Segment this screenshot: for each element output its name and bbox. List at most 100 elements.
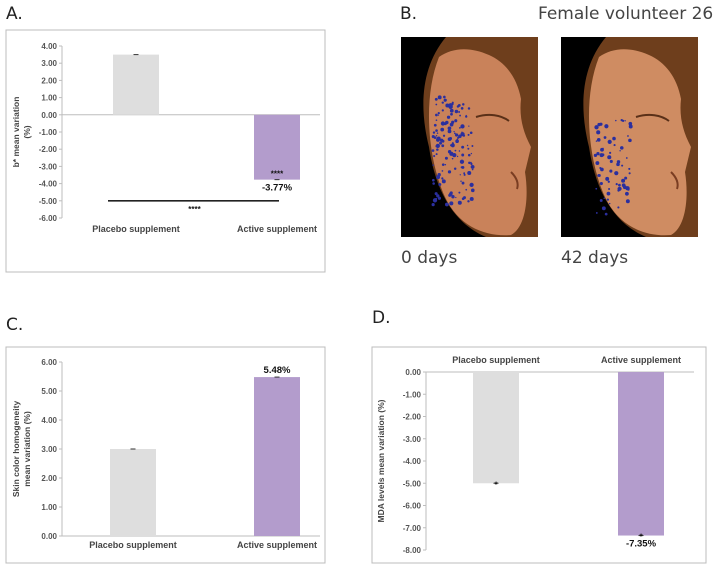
y-tick-label: 3.00 [41, 59, 57, 68]
pigment-spot [619, 150, 621, 152]
pigment-spot [593, 153, 598, 157]
pigment-spot [628, 121, 633, 126]
pigment-spot [470, 162, 473, 166]
pigment-spot [596, 130, 601, 135]
y-tick-label: -4.00 [39, 180, 58, 189]
pigment-spot [460, 124, 465, 129]
pigment-spot [618, 183, 621, 187]
pigment-spots [593, 118, 633, 216]
y-tick-label: -2.00 [403, 413, 422, 422]
pigment-spot [449, 151, 454, 156]
pigment-spot [444, 164, 447, 166]
pigment-spot [460, 107, 464, 110]
category-label: Active supplement [237, 540, 317, 550]
bar-active [254, 377, 300, 536]
pigment-spot [627, 135, 629, 137]
eye-line [475, 113, 510, 122]
pigment-spot [432, 164, 434, 166]
pigment-spot [456, 138, 459, 141]
pigment-spot [436, 148, 439, 151]
pigment-spot [440, 121, 446, 126]
pigment-spot [454, 149, 457, 152]
category-label: Placebo supplement [452, 355, 540, 365]
pigment-spot [436, 175, 441, 180]
pigment-spot [470, 188, 475, 193]
pigment-spot [440, 128, 444, 132]
value-label: -3.77% [262, 183, 293, 194]
pigment-spot [432, 182, 435, 185]
lip-line [510, 171, 519, 190]
pigment-spot [441, 139, 443, 141]
pigment-spot [458, 134, 462, 139]
bar-active [618, 372, 664, 536]
lip-line [670, 171, 679, 190]
y-tick-label: 2.00 [41, 76, 57, 85]
y-tick-label: 0.00 [41, 532, 57, 541]
pigment-spot [596, 138, 601, 142]
y-axis-title: b* mean variation [11, 97, 21, 168]
pigment-spot [458, 150, 461, 152]
pigment-spot [608, 202, 611, 205]
pigment-spot [450, 191, 453, 193]
pigment-spot [624, 176, 628, 180]
pigment-spot [456, 105, 460, 108]
pigment-spot [455, 133, 459, 137]
category-label: Placebo supplement [92, 224, 180, 234]
pigment-spot [595, 212, 598, 214]
pigment-spot [436, 194, 440, 198]
pigment-spot [468, 161, 471, 165]
pigment-spot [441, 101, 444, 104]
pigment-spot [616, 160, 621, 164]
pigment-spot [463, 173, 466, 176]
face-skin [428, 49, 531, 236]
pigment-spot [625, 186, 630, 191]
pigment-spot [458, 191, 461, 194]
pigment-spot [454, 119, 458, 123]
pigment-spot [445, 99, 447, 101]
significance-mark: * [639, 533, 643, 542]
pigment-spot [604, 124, 609, 129]
y-axis-title: (%) [22, 125, 32, 138]
bar-placebo [110, 449, 156, 536]
pigment-spot [432, 131, 436, 134]
y-tick-label: -5.00 [39, 197, 58, 206]
pigment-spot [459, 159, 465, 164]
pigment-spot [457, 200, 462, 205]
pigment-spot [450, 112, 453, 116]
pigment-spot [603, 197, 606, 200]
photo-caption-before: 0 days [401, 248, 458, 268]
y-tick-label: 5.00 [41, 387, 57, 396]
y-axis-title: MDA levels mean variation (%) [376, 399, 386, 522]
pigment-spot [439, 141, 443, 145]
pigment-spot [444, 202, 449, 207]
pigment-spot [460, 166, 463, 169]
pigment-spot [451, 195, 455, 199]
pigment-spot [625, 157, 628, 159]
pigment-spot [606, 191, 611, 196]
y-tick-label: 2.00 [41, 474, 57, 483]
pigment-spot [435, 153, 438, 156]
pigment-spot [447, 126, 452, 131]
pigment-spot [455, 196, 457, 199]
pigment-spot [447, 129, 452, 134]
y-tick-label: 1.00 [41, 94, 57, 103]
face-photo-after [561, 37, 698, 237]
y-tick-label: -1.00 [39, 128, 58, 137]
pigment-spot [467, 147, 470, 150]
pigment-spot [628, 172, 631, 175]
bar-active [254, 114, 300, 180]
pigment-spot [601, 206, 606, 211]
pigment-spot [461, 197, 465, 201]
pigment-spot [470, 152, 473, 155]
pigment-spot [459, 114, 461, 117]
pigment-spot [467, 133, 470, 136]
pigment-spot [443, 95, 446, 99]
pigment-spot [446, 115, 451, 119]
pigment-spot [441, 144, 445, 148]
pigment-spot [606, 198, 610, 201]
pigment-spot [595, 140, 598, 142]
pigment-spot [461, 181, 465, 185]
pigment-spot [466, 144, 469, 147]
pigment-spot [599, 199, 603, 202]
pigment-spot [437, 196, 441, 200]
